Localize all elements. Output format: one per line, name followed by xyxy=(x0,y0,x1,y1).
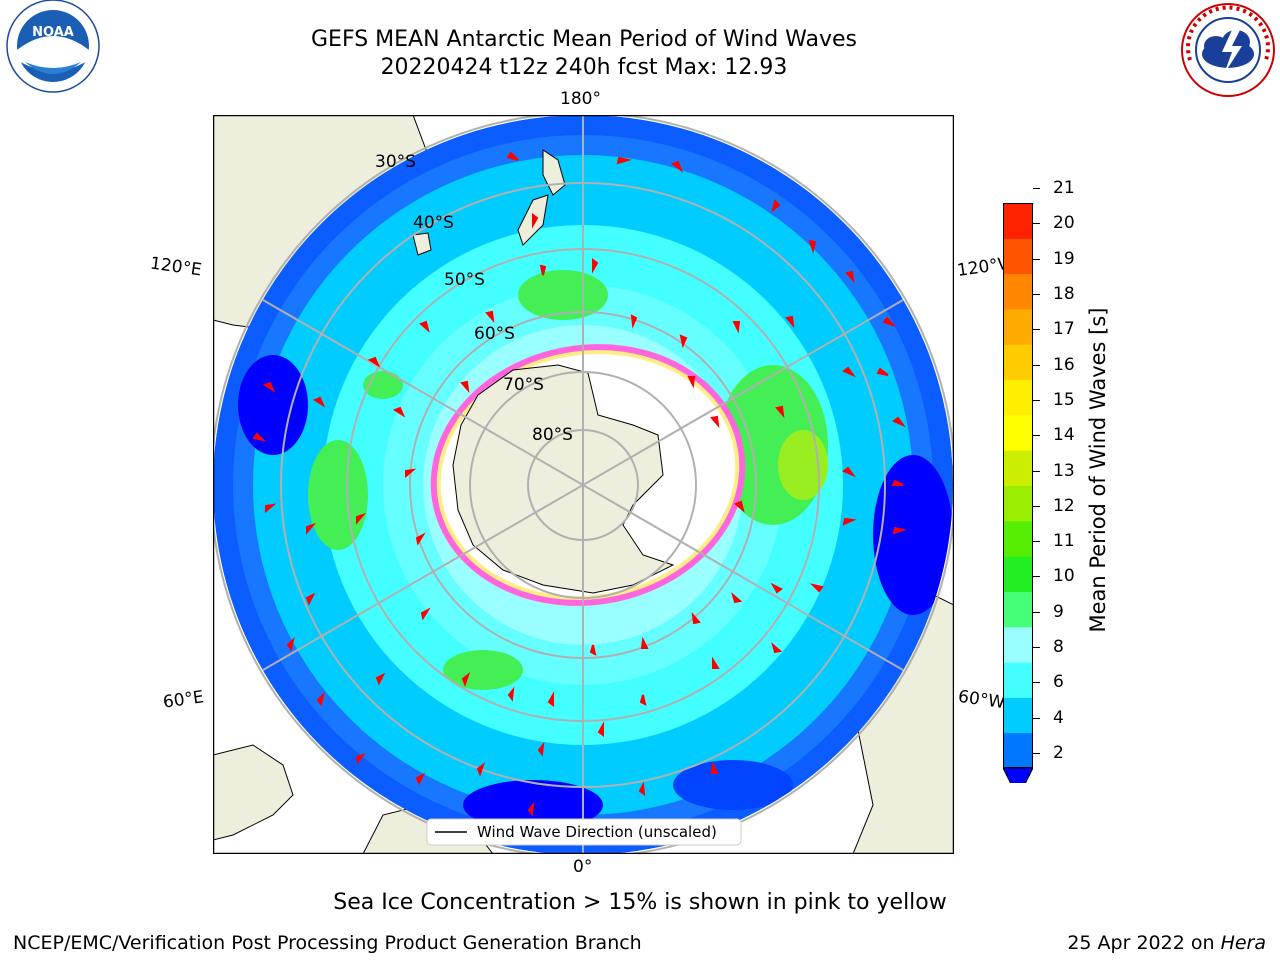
colorbar-tick-mark xyxy=(1033,470,1040,472)
colorbar-tick-mark xyxy=(1033,435,1040,437)
chart-title: GEFS MEAN Antarctic Mean Period of Wind … xyxy=(311,27,857,52)
colorbar-segment xyxy=(1003,697,1033,734)
legend-text: Wind Wave Direction (unscaled) xyxy=(477,823,717,841)
colorbar-tick-label: 19 xyxy=(1053,248,1075,269)
map-legend: Wind Wave Direction (unscaled) xyxy=(426,818,742,846)
tasmania xyxy=(412,232,432,256)
map-frame xyxy=(213,115,954,854)
colorbar-tick-label: 12 xyxy=(1053,495,1075,516)
colorbar-tick-label: 6 xyxy=(1053,672,1064,693)
colorbar-tick-mark xyxy=(1033,505,1040,507)
colorbar-tick-label: 20 xyxy=(1053,213,1075,234)
colorbar-tick-label: 18 xyxy=(1053,283,1075,304)
wind-wave-arrows xyxy=(252,151,907,817)
colorbar-tick-label: 9 xyxy=(1053,601,1064,622)
colorbar-tick-mark xyxy=(1033,188,1040,189)
colorbar-tick-label: 21 xyxy=(1053,178,1075,198)
colorbar-tick-mark xyxy=(1033,717,1040,719)
lat-label-30s: 30°S xyxy=(375,152,416,172)
colorbar-segment xyxy=(1003,273,1033,310)
lon-label-60w: 60°W xyxy=(956,686,1007,714)
colorbar-tick-mark xyxy=(1033,399,1040,401)
colorbar-tick-label: 17 xyxy=(1053,319,1075,340)
lat-label-40s: 40°S xyxy=(413,213,454,233)
colorbar-label: Mean Period of Wind Waves [s] xyxy=(1086,307,1110,633)
footer-machine: Hera xyxy=(1220,932,1266,954)
colorbar-segment xyxy=(1003,308,1033,345)
antarctica-landmass xyxy=(452,364,675,594)
colorbar-segment xyxy=(1003,485,1033,522)
colorbar-segment xyxy=(1003,414,1033,451)
footer-credit: NCEP/EMC/Verification Post Processing Pr… xyxy=(13,932,642,954)
colorbar-tick-mark xyxy=(1033,576,1040,578)
chart-subtitle: 20220424 t12z 240h fcst Max: 12.93 xyxy=(380,55,788,80)
colorbar-segment xyxy=(1003,379,1033,416)
colorbar-tick-mark xyxy=(1033,364,1040,366)
footer-date: 25 Apr 2022 on Hera xyxy=(1067,932,1266,954)
colorbar-tick-label: 4 xyxy=(1053,707,1064,728)
lat-label-50s: 50°S xyxy=(444,270,485,290)
colorbar xyxy=(1003,203,1033,783)
colorbar-segment xyxy=(1003,344,1033,381)
colorbar-tick-mark xyxy=(1033,329,1040,331)
colorbar-segment xyxy=(1003,238,1033,275)
colorbar-tick-mark xyxy=(1033,258,1040,260)
lat-label-80s: 80°S xyxy=(532,425,573,445)
lon-label-120e: 120°E xyxy=(148,253,203,281)
colorbar-tick-label: 13 xyxy=(1053,460,1075,481)
noaa-logo-text: NOAA xyxy=(32,25,74,40)
colorbar-segment xyxy=(1003,556,1033,592)
colorbar-segment xyxy=(1003,591,1033,628)
green-patch xyxy=(518,270,608,320)
colorbar-tick-label: 11 xyxy=(1053,531,1075,552)
lon-label-60e: 60°E xyxy=(161,687,206,713)
colorbar-tick-mark xyxy=(1033,293,1040,295)
lon-label-0: 0° xyxy=(573,857,593,877)
lat-label-60s: 60°S xyxy=(474,324,515,344)
colorbar-tick-label: 15 xyxy=(1053,389,1075,410)
noaa-logo-icon: NOAA xyxy=(6,0,100,93)
graticule xyxy=(213,115,954,854)
antarctic-map: Wind Wave Direction (unscaled) xyxy=(213,115,954,854)
colorbar-tick-label: 8 xyxy=(1053,637,1064,658)
colorbar-segment xyxy=(1003,203,1033,239)
lat-label-70s: 70°S xyxy=(503,375,544,395)
colorbar-tick-mark xyxy=(1033,223,1040,225)
colorbar-tick-label: 2 xyxy=(1053,743,1064,763)
colorbar-segment xyxy=(1003,626,1033,663)
madagascar-landmass xyxy=(213,744,294,841)
colorbar-segment xyxy=(1003,732,1033,769)
colorbar-segment xyxy=(1003,662,1033,698)
lon-label-180: 180° xyxy=(560,89,601,109)
colorbar-tick-mark xyxy=(1033,682,1040,684)
colorbar-tick-mark xyxy=(1033,611,1040,613)
colorbar-tick-label: 14 xyxy=(1053,425,1075,446)
nws-logo-icon xyxy=(1181,3,1275,97)
colorbar-tick-label: 10 xyxy=(1053,566,1075,587)
colorbar-segment xyxy=(1003,520,1033,557)
colorbar-tick-mark xyxy=(1033,647,1040,649)
colorbar-segment xyxy=(1003,450,1033,486)
colorbar-tick-mark xyxy=(1033,541,1040,543)
colorbar-tick-label: 16 xyxy=(1053,354,1075,375)
sea-ice-caption: Sea Ice Concentration > 15% is shown in … xyxy=(333,890,947,915)
colorbar-tick-mark xyxy=(1033,753,1040,754)
